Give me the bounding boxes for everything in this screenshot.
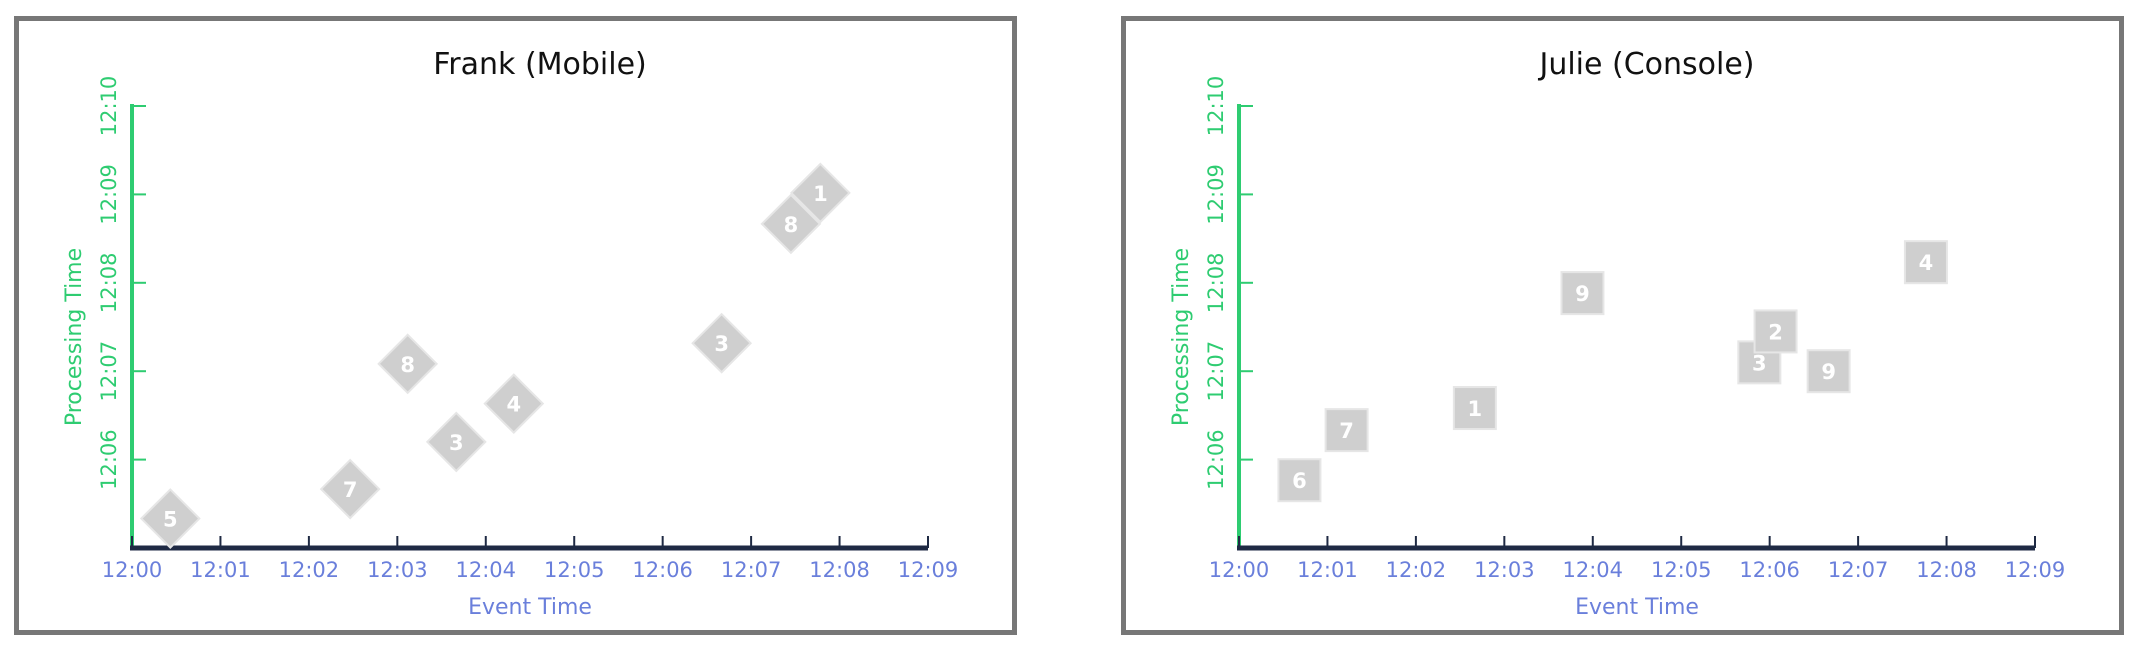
diamond-marker: [319, 458, 381, 520]
point-label: 2: [1768, 320, 1783, 344]
scatter-chart-julie: Julie (Console) 12:06 12:07 12:08 12:09 12:10…: [1169, 47, 2066, 620]
x-tick-label: 12:06: [1739, 558, 1800, 582]
x-tick-label: 12:09: [898, 558, 959, 582]
point-label: 1: [813, 182, 828, 206]
diamond-marker: [425, 411, 487, 473]
x-tick-label: 12:07: [721, 558, 782, 582]
point-label: 7: [1339, 419, 1354, 443]
point-label: 6: [1292, 469, 1307, 493]
y-axis-label: Processing Time: [1169, 248, 1194, 426]
x-tick-label: 12:01: [1297, 558, 1358, 582]
square-marker: [1753, 309, 1798, 354]
x-tick-label: 12:00: [102, 558, 163, 582]
x-axis-label: Event Time: [468, 595, 592, 620]
square-marker: [1452, 386, 1497, 431]
data-point: 4: [483, 373, 545, 435]
data-point: 5: [139, 488, 201, 549]
square-marker: [1903, 240, 1948, 285]
diamond-marker: [377, 333, 439, 395]
diamond-marker: [789, 162, 851, 224]
y-tick-label: 12:08: [1204, 253, 1228, 314]
data-point: 9: [1806, 349, 1851, 394]
x-tick-label: 12:00: [1209, 558, 1270, 582]
scatter-chart-frank: Frank (Mobile) 12:06 12:07 12:08 12:09 12:10 P…: [62, 47, 959, 620]
x-tick-label: 12:06: [632, 558, 693, 582]
x-tick-label: 12:07: [1828, 558, 1889, 582]
chart-title: Julie (Console): [1537, 47, 1754, 82]
y-tick-label: 12:07: [97, 341, 121, 402]
data-point: 1: [1452, 386, 1497, 431]
y-tick-label: 12:08: [97, 253, 121, 314]
x-tick-label: 12:05: [544, 558, 605, 582]
y-tick-label: 12:10: [97, 76, 121, 137]
diamond-marker: [483, 373, 545, 435]
square-marker: [1324, 408, 1369, 453]
chart-title: Frank (Mobile): [433, 47, 647, 82]
x-tick-label: 12:02: [1386, 558, 1447, 582]
data-point: 9: [1560, 271, 1605, 316]
x-tick-label: 12:08: [1916, 558, 1977, 582]
data-point: 7: [319, 458, 381, 520]
y-tick-label: 12:10: [1204, 76, 1228, 137]
data-point: 2: [1753, 309, 1798, 354]
point-label: 9: [1821, 360, 1836, 384]
x-tick-label: 12:03: [1474, 558, 1535, 582]
y-axis-label: Processing Time: [62, 248, 87, 426]
chart-panel-frank: Frank (Mobile) 12:06 12:07 12:08 12:09 12:10 P…: [14, 16, 1017, 635]
x-tick-label: 12:05: [1651, 558, 1712, 582]
point-label: 3: [1752, 351, 1767, 375]
diamond-marker: [760, 193, 822, 255]
x-tick-label: 12:08: [809, 558, 870, 582]
diamond-marker: [139, 488, 201, 549]
x-axis-label: Event Time: [1575, 595, 1699, 620]
x-tick-label: 12:09: [2005, 558, 2066, 582]
data-point: 3: [691, 312, 753, 374]
data-point: 4: [1903, 240, 1948, 285]
y-tick-label: 12:09: [97, 164, 121, 225]
square-marker: [1560, 271, 1605, 316]
data-point: 8: [377, 333, 439, 395]
point-label: 4: [506, 393, 521, 417]
data-point: 6: [1277, 458, 1322, 503]
point-label: 8: [784, 213, 799, 237]
data-point: 7: [1324, 408, 1369, 453]
square-marker: [1806, 349, 1851, 394]
point-label: 8: [400, 353, 415, 377]
point-label: 5: [163, 508, 178, 532]
y-tick-label: 12:07: [1204, 341, 1228, 402]
data-point: 1: [789, 162, 851, 224]
point-label: 3: [714, 332, 729, 356]
x-tick-label: 12:04: [1563, 558, 1624, 582]
diamond-marker: [691, 312, 753, 374]
x-tick-label: 12:04: [456, 558, 517, 582]
x-tick-label: 12:01: [190, 558, 251, 582]
x-tick-label: 12:02: [279, 558, 340, 582]
data-point: 8: [760, 193, 822, 255]
point-label: 7: [343, 478, 358, 502]
chart-panel-julie: Julie (Console) 12:06 12:07 12:08 12:09 12:10…: [1121, 16, 2124, 635]
point-label: 4: [1919, 251, 1934, 275]
x-tick-label: 12:03: [367, 558, 428, 582]
point-label: 3: [449, 431, 464, 455]
data-point: 3: [425, 411, 487, 473]
y-tick-label: 12:06: [1204, 429, 1228, 490]
y-tick-label: 12:09: [1204, 164, 1228, 225]
square-marker: [1277, 458, 1322, 503]
point-label: 9: [1575, 282, 1590, 306]
y-tick-label: 12:06: [97, 429, 121, 490]
point-label: 1: [1468, 397, 1483, 421]
